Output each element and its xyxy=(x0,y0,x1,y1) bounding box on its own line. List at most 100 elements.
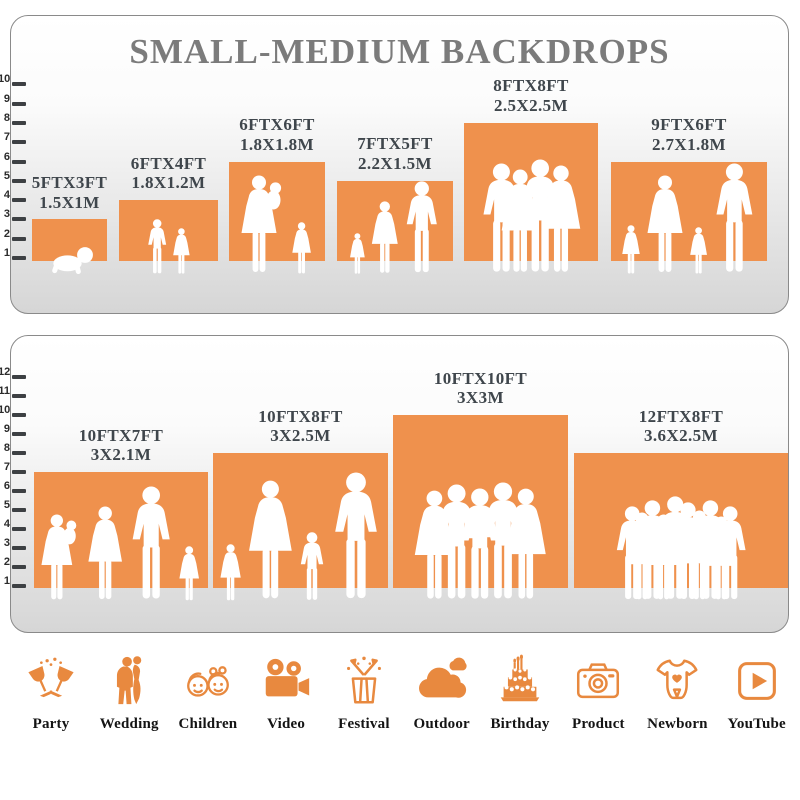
legend-label: Video xyxy=(267,716,306,732)
man-silhouette xyxy=(132,486,170,599)
size-meters-text: 3X2.5M xyxy=(270,426,331,446)
ruler-tick xyxy=(12,178,26,183)
people-silhouette-group xyxy=(393,482,568,602)
ruler-number: 2 xyxy=(3,556,10,568)
people-silhouette-group xyxy=(34,486,208,602)
girl-silhouette xyxy=(219,544,241,601)
woman-silhouette xyxy=(371,201,398,273)
outdoor-icon xyxy=(413,652,471,708)
woman-silhouette xyxy=(541,165,581,272)
bar-size-label: 12FTX8FT 3.6X2.5M xyxy=(639,407,723,446)
people-silhouette-group xyxy=(574,496,788,602)
ruler-number: 10 xyxy=(0,73,11,86)
size-panel-medium: 1 2 3 4 5 6 7 8 9 10 11 12 10FTX7FT 3X2.1M 10FTX8FT 3X2… xyxy=(0,335,789,633)
ruler-number: 5 xyxy=(3,169,10,182)
woman-baby-silhouette xyxy=(241,175,282,272)
backdrop-bar-10ftx7ft xyxy=(34,472,208,601)
people-silhouette-group xyxy=(213,472,388,602)
people-silhouette-group xyxy=(611,163,767,275)
size-meters-text: 3X3M xyxy=(457,388,504,408)
bar-size-label: 10FTX8FT 3X2.5M xyxy=(258,407,342,446)
legend-item-birthday: Birthday xyxy=(490,652,549,733)
legend-label: Outdoor xyxy=(413,716,470,732)
legend-item-wedding: Wedding xyxy=(100,652,159,733)
newborn-icon xyxy=(648,652,706,708)
ruler-number: 4 xyxy=(3,189,10,202)
backdrop-bar-10ftx8ft xyxy=(213,453,388,601)
ruler-number: 12 xyxy=(0,366,11,378)
size-meters-text: 3.6X2.5M xyxy=(643,426,719,446)
backdrop-bar-6ftx6ft xyxy=(229,161,325,274)
size-meters-text: 2.2X1.5M xyxy=(357,154,433,174)
size-feet-text: 10FTX10FT xyxy=(433,368,528,388)
backdrop-bar-5ftx3ft xyxy=(32,219,107,275)
ruler-number: 6 xyxy=(3,480,10,492)
video-icon xyxy=(257,652,315,708)
legend-item-children: Children xyxy=(179,652,238,733)
page-title: SMALL-MEDIUM BACKDROPS xyxy=(129,32,670,71)
man-silhouette xyxy=(407,181,438,273)
girl-silhouette xyxy=(622,225,640,274)
ruler-number: 7 xyxy=(3,461,10,473)
legend-item-festival: Festival xyxy=(335,652,393,733)
ruler-tick xyxy=(12,432,26,436)
ruler-tick xyxy=(12,256,26,260)
size-feet-text: 5FTX3FT xyxy=(31,172,108,192)
size-meters-text: 1.8X1.8M xyxy=(239,134,315,154)
size-meters-text: 2.7X1.8M xyxy=(651,134,727,154)
festival-icon xyxy=(335,652,393,708)
legend-label: Product xyxy=(571,716,625,732)
ruler-tick xyxy=(12,375,26,379)
bar-size-label: 6FTX6FT 1.8X1.8M xyxy=(239,115,315,154)
size-feet-text: 12FTX8FT xyxy=(638,406,724,426)
category-legend: Party Wedding Children Video Festival Outdoor… xyxy=(0,652,800,733)
size-feet-text: 10FTX7FT xyxy=(78,425,164,445)
man-silhouette xyxy=(483,482,523,599)
backdrop-bar-9ftx6ft xyxy=(611,161,767,274)
size-feet-text: 8FTX8FT xyxy=(493,76,569,96)
man-silhouette xyxy=(335,472,378,599)
ruler-tick xyxy=(12,413,26,417)
ruler-number: 10 xyxy=(0,404,11,416)
bar-size-label: 10FTX7FT 3X2.1M xyxy=(79,426,163,465)
size-feet-text: 9FTX6FT xyxy=(651,115,727,135)
ruler-tick xyxy=(12,470,26,474)
girl-silhouette xyxy=(173,228,190,274)
ruler-tick xyxy=(12,394,26,398)
ruler-number: 8 xyxy=(3,442,10,454)
wedding-icon xyxy=(100,652,158,708)
people-silhouette-group xyxy=(337,181,453,275)
ruler-number: 6 xyxy=(3,150,10,163)
legend-label: Festival xyxy=(338,716,390,732)
backdrop-bar-8ftx8ft xyxy=(464,122,598,272)
ruler-tick xyxy=(12,217,26,222)
legend-label: Newborn xyxy=(647,716,708,732)
size-feet-text: 7FTX5FT xyxy=(357,134,433,154)
ruler-tick xyxy=(12,527,26,531)
bar-size-label: 10FTX10FT 3X3M xyxy=(434,369,527,408)
man-silhouette xyxy=(521,159,559,272)
ruler-tick xyxy=(12,140,26,145)
girl-silhouette xyxy=(350,233,365,274)
people-silhouette-group xyxy=(119,219,218,275)
ruler-number: 7 xyxy=(3,131,10,144)
legend-item-video: Video xyxy=(257,652,315,733)
backdrop-bar-12ftx8ft xyxy=(574,453,788,600)
girl-silhouette xyxy=(292,222,312,274)
legend-label: Wedding xyxy=(99,716,159,732)
ruler-number: 9 xyxy=(3,423,10,435)
youtube-icon xyxy=(728,652,786,708)
bar-size-label: 7FTX5FT 2.2X1.5M xyxy=(357,134,433,173)
ruler-tick xyxy=(12,584,26,588)
backdrop-bar-7ftx5ft xyxy=(337,180,453,274)
girl-silhouette xyxy=(690,227,707,274)
ruler-number: 11 xyxy=(0,385,10,397)
woman-baby-silhouette xyxy=(41,514,77,600)
backdrop-bar-10ftx10ft xyxy=(393,415,568,599)
ruler-number: 4 xyxy=(3,518,10,530)
woman-silhouette xyxy=(88,506,122,600)
ruler-number: 5 xyxy=(3,499,10,511)
bar-size-label: 8FTX8FT 2.5X2.5M xyxy=(493,76,569,115)
ruler-number: 3 xyxy=(3,208,10,221)
children-icon xyxy=(179,652,237,708)
